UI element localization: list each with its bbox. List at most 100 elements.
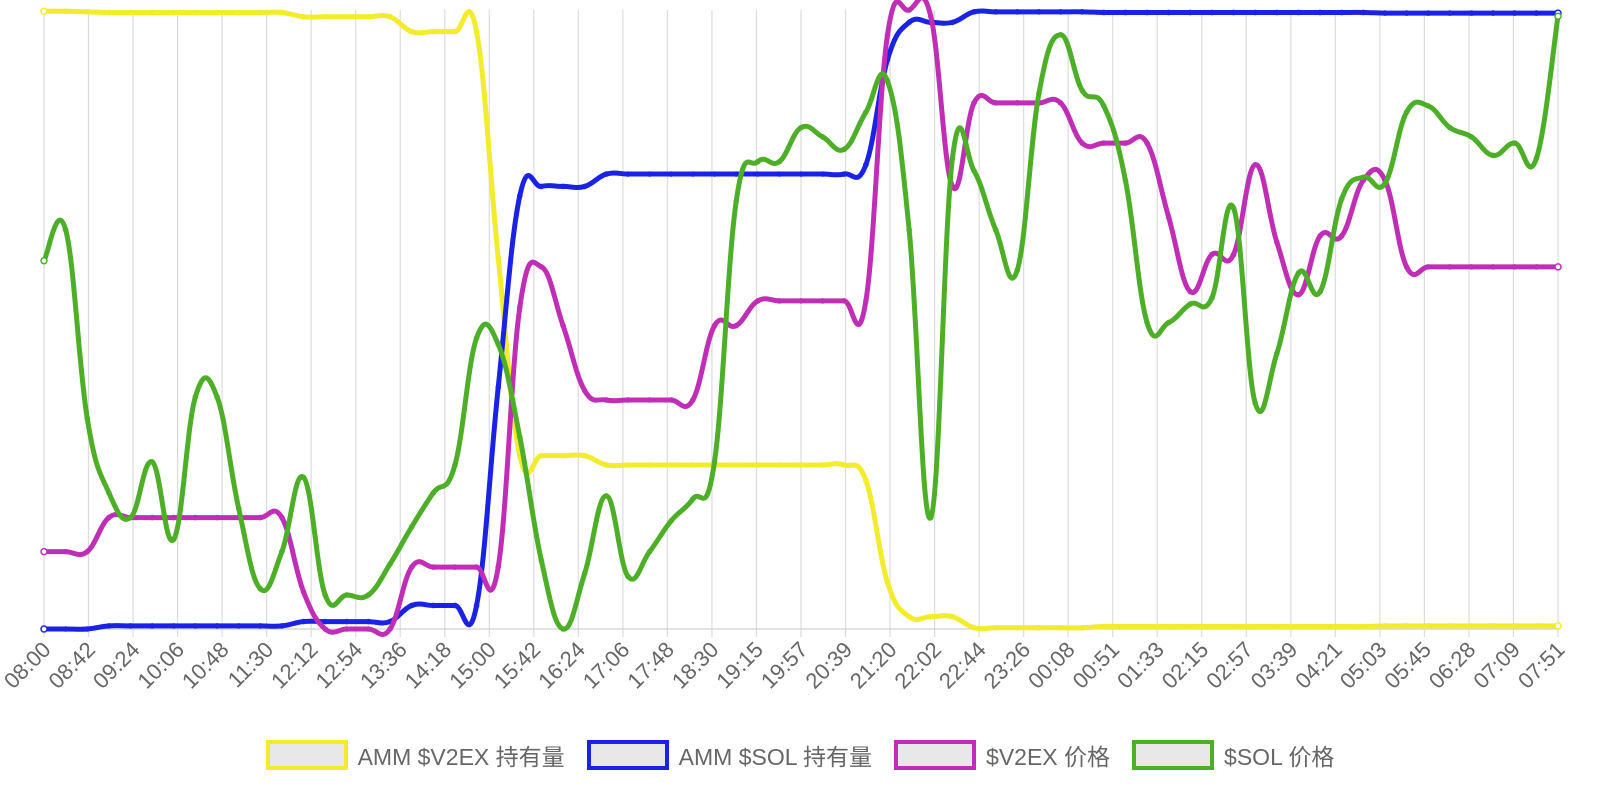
data-point (408, 28, 415, 35)
data-point (711, 459, 718, 465)
legend-item[interactable]: $V2EX 价格 (894, 738, 1110, 772)
data-point (754, 298, 761, 304)
data-point (214, 514, 220, 521)
data-point (170, 536, 177, 543)
data-point (1533, 623, 1540, 629)
x-tick-label: 07:09 (1468, 637, 1525, 694)
series-1 (40, 7, 1562, 632)
data-point (603, 171, 610, 177)
data-point (517, 304, 523, 310)
data-point (884, 31, 891, 38)
data-point (1403, 264, 1410, 270)
data-point (971, 624, 977, 631)
data-point (257, 585, 264, 592)
x-tick-label: 05:03 (1335, 637, 1392, 694)
data-point (1468, 623, 1475, 629)
data-point (927, 514, 934, 521)
data-point (430, 490, 437, 496)
data-point (1317, 9, 1323, 16)
legend-label: AMM $SOL 持有量 (678, 744, 873, 770)
x-tick-label: 21:20 (845, 637, 902, 694)
data-point (40, 256, 48, 265)
legend: AMM $V2EX 持有量 AMM $SOL 持有量 $V2EX 价格 $SOL 价格 (0, 737, 1600, 773)
data-point (1144, 319, 1150, 326)
data-point (1165, 319, 1172, 326)
data-point (343, 14, 350, 20)
legend-item[interactable]: AMM $SOL 持有量 (586, 738, 873, 772)
data-point (62, 626, 69, 632)
data-point (1447, 10, 1453, 16)
data-point (1295, 623, 1302, 630)
data-point (365, 626, 372, 632)
data-point (1101, 103, 1107, 109)
data-point (1425, 623, 1432, 629)
data-point (906, 19, 912, 26)
x-tick-label: 00:08 (1023, 637, 1080, 694)
data-point (798, 124, 804, 131)
data-point (365, 14, 372, 20)
data-point (560, 183, 566, 190)
data-point (841, 171, 848, 177)
legend-label: $V2EX 价格 (986, 744, 1111, 770)
data-point (452, 28, 458, 35)
data-point (1338, 623, 1345, 630)
data-point (798, 171, 804, 177)
data-point (149, 514, 155, 521)
data-point (322, 626, 328, 632)
data-point (949, 19, 956, 26)
data-point (322, 618, 328, 625)
data-point (343, 592, 350, 598)
data-point (1425, 264, 1432, 270)
data-point (1554, 263, 1562, 271)
data-point (343, 626, 350, 632)
data-point (1036, 624, 1042, 631)
data-point (1338, 9, 1345, 16)
data-point (733, 322, 739, 329)
legend-item[interactable]: AMM $V2EX 持有量 (265, 738, 565, 772)
data-point (452, 564, 458, 570)
data-point (1274, 239, 1280, 245)
data-point (646, 171, 653, 177)
data-point (1165, 623, 1172, 630)
data-point (1360, 9, 1367, 16)
data-point (1382, 10, 1388, 16)
x-tick-label: 09:24 (88, 637, 145, 694)
legend-label: $SOL 价格 (1224, 744, 1335, 770)
data-point (1122, 177, 1129, 184)
data-point (430, 564, 437, 570)
x-tick-label: 04:21 (1290, 637, 1347, 694)
data-point (127, 514, 134, 521)
data-point (322, 592, 328, 598)
data-point (452, 602, 458, 609)
data-point (1057, 100, 1064, 106)
data-point (603, 462, 610, 468)
data-point (927, 13, 934, 19)
x-tick-label: 11:30 (223, 637, 278, 692)
data-point (776, 158, 783, 165)
data-point (1403, 109, 1410, 115)
data-point (300, 474, 307, 481)
data-point (1101, 140, 1107, 146)
x-tick-labels: 08:0008:4209:2410:0610:4811:3012:1212:54… (0, 637, 1570, 694)
data-point (235, 505, 242, 512)
data-point (1425, 10, 1432, 16)
x-tick-label: 22:44 (934, 637, 991, 694)
data-point (1360, 623, 1367, 630)
data-point (1144, 140, 1150, 146)
data-point (603, 397, 610, 403)
data-point (906, 226, 912, 233)
data-point (1490, 10, 1496, 16)
data-point (646, 397, 653, 403)
x-tick-label: 17:48 (622, 637, 679, 694)
data-point (1079, 140, 1085, 146)
data-point (733, 199, 739, 205)
data-point (408, 564, 415, 570)
data-point (690, 397, 696, 403)
data-point (863, 298, 869, 304)
data-point (473, 564, 480, 570)
legend-item[interactable]: $SOL 价格 (1132, 738, 1334, 772)
data-point (192, 394, 199, 400)
series-4 (40, 12, 1562, 632)
data-point (927, 613, 934, 620)
